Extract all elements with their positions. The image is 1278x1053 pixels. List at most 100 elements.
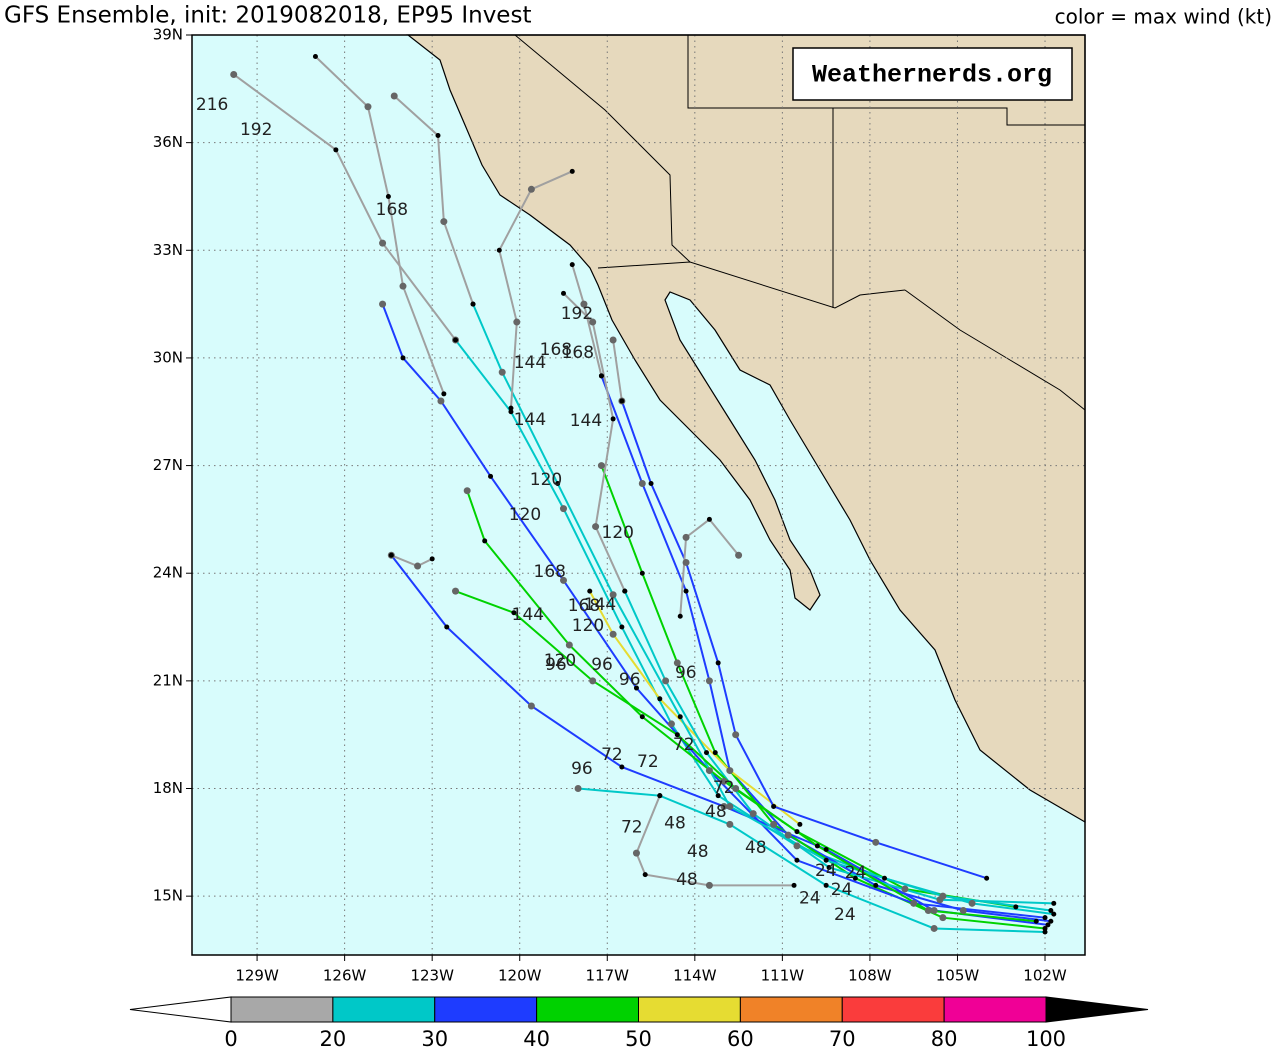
track-point [682,558,690,566]
colorbar-segment [638,996,741,1023]
track-point [333,147,339,153]
track-point [823,857,829,863]
y-tick-label: 33N [153,241,183,259]
colorbar: 0 20 30 40 50 60 70 80 100 [129,996,1149,1051]
track-point [610,416,616,422]
track-point [435,132,441,138]
colorbar-tick-label: 80 [931,1027,958,1051]
track-point [441,391,447,397]
track-point [703,750,709,756]
track-point [930,907,938,915]
x-tick-label: 126W [323,967,367,985]
hour-label: 144 [512,605,544,625]
track-point [732,731,740,739]
track-point [555,481,561,487]
track-point [452,587,460,595]
track-point [385,193,391,199]
track-point [574,785,582,793]
hour-label: 168 [562,343,594,363]
track-point [959,907,967,915]
colorbar-segment [841,996,945,1023]
track-point [826,864,832,870]
hour-label: 48 [705,802,727,822]
hour-label: 24 [799,888,821,908]
x-tick-label: 108W [848,967,892,985]
y-tick-label: 39N [153,26,183,44]
hour-label: 48 [745,838,767,858]
track-point [482,538,488,544]
title: GFS Ensemble, init: 2019082018, EP95 Inv… [4,3,531,29]
track-point [437,397,445,405]
track-point [873,882,879,888]
borders [514,34,1086,411]
hour-label: 24 [831,880,853,900]
track-point [720,777,728,785]
colorbar-under [129,996,232,1023]
track-point [797,821,803,827]
track-point [1048,918,1054,924]
hour-label: 120 [509,505,541,525]
track-point [527,185,535,193]
track-point [511,610,517,616]
track-point [715,660,721,666]
track-point [648,481,654,487]
hour-label: 48 [687,842,709,862]
colorbar-segment [230,996,334,1023]
hour-label: 72 [673,735,695,755]
hour-label: 120 [572,616,604,636]
track [620,400,987,880]
track-point [390,92,398,100]
colorbar-tick-label: 60 [727,1027,754,1051]
track-point [639,570,645,576]
hour-label: 96 [619,670,641,690]
hour-label: 24 [845,863,867,883]
track-point [565,641,573,649]
track [393,95,474,305]
hour-label: 72 [637,752,659,772]
hour-label: 96 [545,655,567,675]
legend-title: color = max wind (kt) [1055,5,1272,29]
x-tick-label: 114W [673,967,717,985]
colorbar-segment [434,996,538,1023]
track-point [1048,908,1054,914]
x-tick-label: 105W [936,967,980,985]
track-point [705,881,713,889]
track-point [770,820,778,828]
track-point [399,282,407,290]
hour-label: 120 [544,651,576,671]
track-point [939,914,947,922]
state-border [687,35,1085,308]
track-point [673,659,681,667]
track-point [632,849,640,857]
hour-label: 72 [713,778,735,798]
hour-label: 192 [561,304,593,324]
track-point [488,473,494,479]
track-point [638,480,646,488]
y-tick-label: 15N [153,887,183,905]
track-point [560,290,566,296]
track-point [930,924,938,932]
hour-label: 144 [514,353,546,373]
y-tick-label: 24N [153,564,183,582]
track-point [589,318,597,326]
hour-label: 168 [568,596,600,616]
hour-label: 120 [602,523,634,543]
track-point [508,409,514,415]
track-point [771,803,777,809]
track [381,303,1046,919]
x-tick-label: 102W [1023,967,1067,985]
track [233,73,457,341]
track-point [1042,929,1048,935]
track-point [924,907,932,915]
track-point [508,405,514,411]
track-point [667,720,675,728]
track-point [379,300,387,308]
track [679,518,740,617]
track-point [814,843,820,849]
hour-label: 168 [534,562,566,582]
track-point [662,677,670,685]
track-point [968,899,976,907]
track-point [498,368,506,376]
